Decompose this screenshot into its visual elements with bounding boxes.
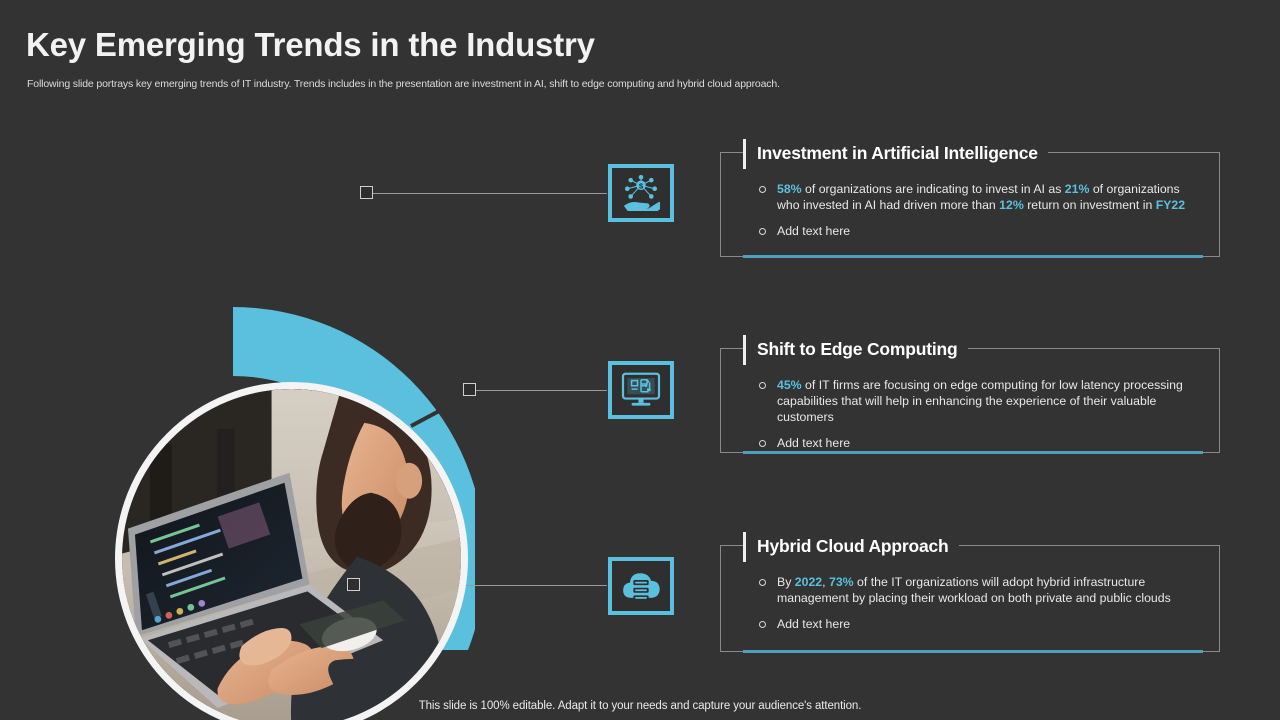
card-title-row: Investment in Artificial Intelligence: [743, 139, 1048, 169]
hero-photo: [115, 382, 468, 720]
footer-note: This slide is 100% editable. Adapt it to…: [418, 700, 862, 712]
card-hybrid-cloud-approach: Hybrid Cloud Approach By 2022, 73% of th…: [720, 532, 1220, 653]
title-accent-bar: [743, 532, 746, 562]
connector-line-2: [476, 390, 607, 391]
connector-line-1: [373, 193, 607, 194]
card-body: By 2022, 73% of the IT organizations wil…: [721, 546, 1219, 632]
card-title: Shift to Edge Computing: [757, 339, 958, 360]
title-accent-bar: [743, 139, 746, 169]
card-title: Hybrid Cloud Approach: [757, 536, 949, 557]
icon-box-hybrid-cloud[interactable]: [608, 557, 674, 615]
list-item: Add text here: [757, 223, 1205, 239]
card-underline: [743, 451, 1203, 454]
list-item: By 2022, 73% of the IT organizations wil…: [757, 574, 1205, 606]
page-subtitle: Following slide portrays key emerging tr…: [27, 78, 780, 90]
card-body: 45% of IT firms are focusing on edge com…: [721, 349, 1219, 451]
list-item: 45% of IT firms are focusing on edge com…: [757, 377, 1205, 425]
connector-node-2: [463, 383, 476, 396]
card-title-row: Shift to Edge Computing: [743, 335, 968, 365]
connector-line-3: [360, 585, 607, 586]
list-item: 58% of organizations are indicating to i…: [757, 181, 1205, 213]
card-title: Investment in Artificial Intelligence: [757, 143, 1038, 164]
connector-node-1: [360, 186, 373, 199]
card-investment-in-artificial-intelligence: Investment in Artificial Intelligence 58…: [720, 139, 1220, 258]
card-underline: [743, 650, 1203, 653]
hand-holding-money-icon: $: [622, 175, 660, 211]
list-item: Add text here: [757, 435, 1205, 451]
connector-node-3: [347, 578, 360, 591]
card-underline: [743, 255, 1203, 258]
monitor-circuit-icon: [621, 372, 661, 408]
list-item: Add text here: [757, 616, 1205, 632]
hero-visual: [55, 150, 485, 720]
card-shift-to-edge-computing: Shift to Edge Computing 45% of IT firms …: [720, 335, 1220, 454]
card-body: 58% of organizations are indicating to i…: [721, 153, 1219, 239]
page-title: Key Emerging Trends in the Industry: [26, 26, 595, 63]
icon-box-edge-computing[interactable]: [608, 361, 674, 419]
hero-photo-image: [122, 389, 461, 720]
cloud-server-icon: [621, 569, 661, 603]
card-title-row: Hybrid Cloud Approach: [743, 532, 959, 562]
title-accent-bar: [743, 335, 746, 365]
svg-text:$: $: [639, 182, 644, 191]
icon-box-investment[interactable]: $: [608, 164, 674, 222]
